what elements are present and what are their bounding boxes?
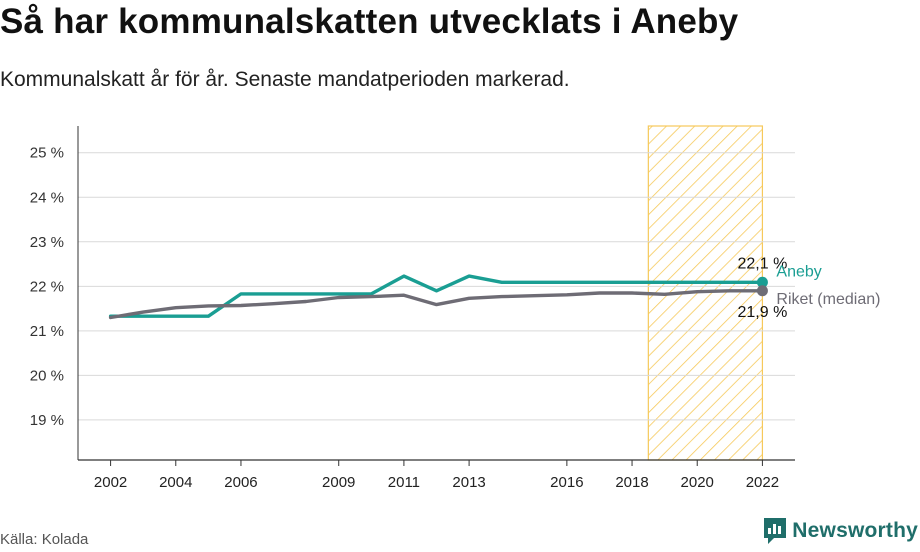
x-tick-label: 2020 [681, 474, 714, 491]
y-tick-label: 23 % [30, 234, 64, 251]
y-tick-label: 19 % [30, 412, 64, 429]
series-endpoint-aneby [756, 276, 768, 288]
x-tick-label: 2009 [322, 474, 355, 491]
x-tick-label: 2004 [159, 474, 192, 491]
brand-logo: Newsworthy [762, 516, 918, 546]
x-tick-label: 2002 [94, 474, 127, 491]
x-tick-label: 2022 [746, 474, 779, 491]
aneby-series-label: Aneby [776, 263, 821, 280]
aneby-value-label: 22,1 % [738, 255, 788, 272]
riket-value-label: 21,9 % [738, 304, 788, 321]
y-tick-label: 20 % [30, 367, 64, 384]
y-tick-label: 24 % [30, 189, 64, 206]
brand-name: Newsworthy [792, 519, 918, 542]
newsworthy-logo-icon [764, 518, 787, 544]
series-line-riket [108, 289, 765, 320]
x-tick-label: 2013 [452, 474, 485, 491]
series-line-aneby [108, 274, 765, 318]
riket-series-label: Riket (median) [776, 291, 880, 308]
chart-title: Så har kommunalskatten utvecklats i Aneb… [0, 2, 739, 41]
x-tick-label: 2016 [550, 474, 583, 491]
x-tick-label: 2018 [615, 474, 648, 491]
series-endpoint-riket [756, 285, 768, 297]
y-tick-label: 25 % [30, 145, 64, 162]
y-tick-label: 21 % [30, 323, 64, 340]
x-tick-label: 2006 [224, 474, 257, 491]
source-note: Källa: Kolada [0, 531, 89, 548]
y-tick-label: 22 % [30, 278, 64, 295]
x-tick-label: 2011 [388, 474, 420, 491]
chart-subtitle: Kommunalskatt år för år. Senaste mandatp… [0, 68, 570, 91]
